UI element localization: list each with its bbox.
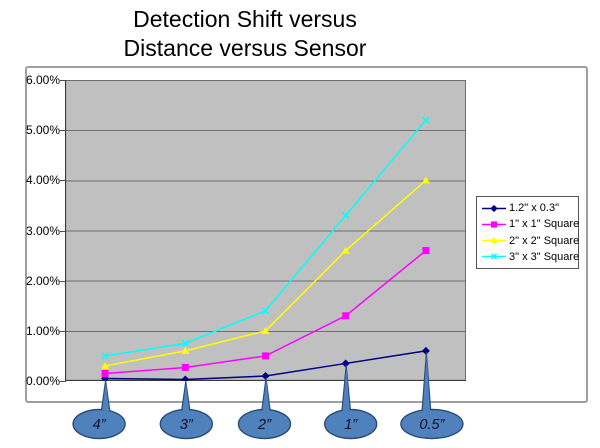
- y-tick-mark: [60, 230, 66, 232]
- x-axis-label: 2”: [257, 417, 272, 433]
- legend-item: 3" x 3" Square: [482, 250, 579, 264]
- y-tick-mark: [60, 130, 66, 132]
- legend-swatch-icon: [482, 237, 506, 244]
- data-point-triangle: [261, 326, 270, 334]
- legend-label: 2" x 2" Square: [509, 234, 580, 247]
- legend-swatch-icon: [482, 253, 506, 261]
- data-point-x: [181, 339, 189, 347]
- data-point-x: [101, 352, 109, 360]
- x-axis-label: 0.5”: [419, 417, 445, 433]
- chart-title: Detection Shift versus Distance versus S…: [25, 5, 465, 63]
- y-tick-label: 0.00%: [25, 374, 60, 388]
- data-point-triangle: [421, 176, 430, 184]
- callout-bubble: [324, 408, 378, 440]
- chart-title-line2: Distance versus Sensor: [123, 35, 367, 61]
- data-point-x: [342, 211, 350, 220]
- legend-item: 2" x 2" Square: [482, 234, 579, 248]
- legend-label: 3" x 3" Square: [509, 250, 580, 263]
- y-tick-label: 1.00%: [25, 323, 60, 338]
- data-point-diamond: [490, 204, 498, 212]
- callout-bubble: [72, 408, 126, 440]
- legend-label: 1.2" x 0.3": [509, 202, 560, 215]
- legend: 1.2" x 0.3" 1" x 1" Square 2" x 2" Square 3…: [476, 196, 579, 269]
- chart-title-line1: Detection Shift versus: [133, 6, 357, 32]
- data-point-square: [101, 369, 109, 377]
- y-tick-label: 6.00%: [25, 73, 60, 87]
- data-point-triangle: [341, 246, 350, 254]
- y-tick-mark: [60, 180, 66, 182]
- data-point-triangle: [181, 346, 190, 354]
- callout-bubble: [237, 408, 292, 440]
- data-point-x: [422, 116, 430, 124]
- y-tick-mark: [60, 381, 66, 382]
- y-tick-mark: [60, 280, 66, 282]
- data-point-square: [181, 363, 189, 371]
- data-point-triangle: [490, 237, 498, 244]
- data-point-square: [490, 221, 498, 228]
- legend-label: 1" x 1" Square: [509, 218, 580, 231]
- callout-bubble: [159, 408, 214, 440]
- x-axis-label: 4”: [93, 417, 107, 433]
- y-tick-mark: [60, 330, 66, 332]
- y-tick-label: 5.00%: [25, 123, 60, 138]
- y-axis: 6.00% 5.00% 4.00% 3.00% 2.00% 1.00% 0.00%: [0, 0, 66, 448]
- plot-area: [64, 80, 466, 384]
- legend-swatch-icon: [482, 204, 506, 212]
- legend-item: 1" x 1" Square: [482, 217, 579, 231]
- data-point-square: [342, 312, 350, 320]
- legend-swatch-icon: [482, 221, 506, 228]
- data-point-square: [262, 352, 269, 360]
- x-axis-label: 1”: [344, 417, 358, 433]
- legend-item: 1.2" x 0.3": [482, 201, 575, 215]
- y-tick-label: 3.00%: [25, 223, 60, 238]
- data-point-triangle: [101, 361, 110, 369]
- x-axis-label: 3”: [180, 417, 194, 433]
- callout-bubble: [400, 408, 464, 440]
- y-tick-label: 4.00%: [25, 173, 60, 188]
- y-tick-label: 2.00%: [25, 273, 60, 288]
- data-point-square: [422, 247, 430, 255]
- y-tick-mark: [60, 80, 66, 81]
- data-point-x: [261, 307, 270, 315]
- plot-svg: [64, 80, 466, 384]
- data-point-x: [490, 253, 498, 261]
